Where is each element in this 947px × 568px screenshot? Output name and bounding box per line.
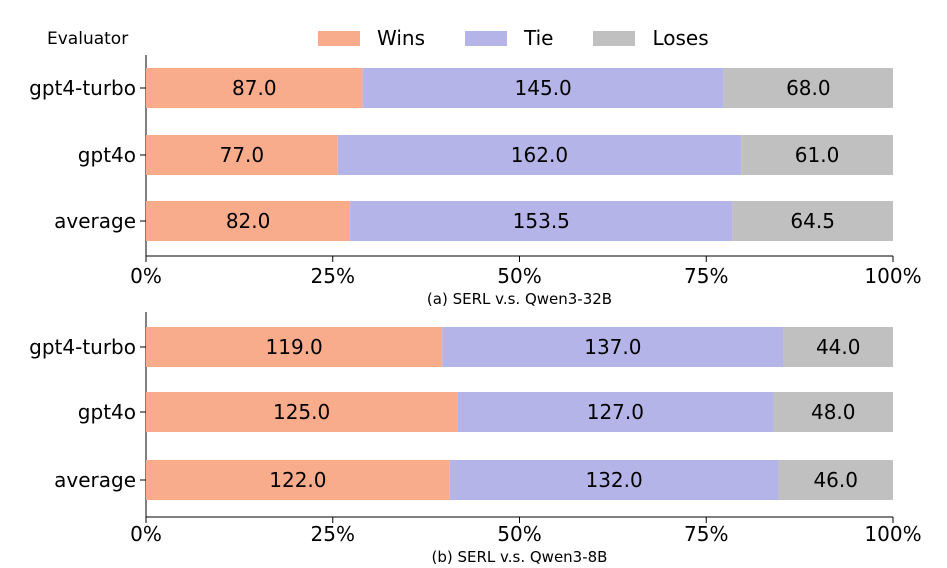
legend-swatch-wins [318,30,360,46]
bar-b-gpt4-turbo-loses [783,327,893,367]
bar-b-gpt4-turbo-tie [442,327,784,367]
bar-label-b-average-wins: 122.0 [269,468,326,492]
legend: Wins Tie Loses [318,26,749,50]
bar-label-b-gpt4-turbo-loses: 44.0 [816,335,861,359]
bar-b-average-loses [778,460,893,500]
bar-b-average-tie [449,460,779,500]
x-tick-label-a-4: 100% [864,264,921,288]
bar-b-average-wins [146,460,450,500]
caption-a: (a) SERL v.s. Qwen3-32B [427,290,612,308]
bar-label-b-gpt4-turbo-wins: 119.0 [266,335,323,359]
bar-label-a-average-tie: 153.5 [513,209,570,233]
bar-a-average-tie [350,201,733,241]
y-tick-label-a-0: gpt4-turbo [29,76,136,100]
legend-label-wins: Wins [377,26,425,50]
bar-label-a-gpt4o-wins: 77.0 [220,143,265,167]
bar-a-gpt4-turbo-wins [146,68,363,108]
bar-a-gpt4o-tie [337,135,742,175]
legend-item-wins: Wins [318,26,425,50]
y-tick-label-b-1: gpt4o [78,400,136,424]
bar-b-gpt4-turbo-wins [146,327,443,367]
bar-label-a-gpt4-turbo-loses: 68.0 [786,76,831,100]
x-tick-label-b-4: 100% [864,522,921,546]
legend-title: Evaluator [47,29,129,49]
x-tick-label-b-0: 0% [130,522,162,546]
x-tick-label-a-0: 0% [130,264,162,288]
bar-label-a-gpt4o-loses: 61.0 [795,143,840,167]
bar-label-a-gpt4o-tie: 162.0 [511,143,568,167]
legend-swatch-loses [593,30,636,46]
bar-label-b-gpt4o-wins: 125.0 [273,400,330,424]
bar-label-b-average-loses: 46.0 [813,468,858,492]
bar-b-gpt4o-wins [146,392,458,432]
y-tick-label-a-2: average [54,209,136,233]
legend-item-tie: Tie [465,26,553,50]
x-tick-label-a-1: 25% [311,264,355,288]
bar-label-a-gpt4-turbo-wins: 87.0 [232,76,277,100]
bar-label-b-gpt4o-tie: 127.0 [587,400,644,424]
bar-a-gpt4o-loses [741,135,893,175]
bar-a-gpt4o-wins [146,135,338,175]
bar-label-a-gpt4-turbo-tie: 145.0 [515,76,572,100]
bar-label-b-average-tie: 132.0 [585,468,642,492]
bar-b-gpt4o-tie [457,392,774,432]
bar-label-a-average-loses: 64.5 [790,209,835,233]
x-tick-label-b-2: 50% [497,522,541,546]
legend-label-loses: Loses [652,26,709,50]
y-tick-label-a-1: gpt4o [78,143,136,167]
bar-a-gpt4-turbo-tie [362,68,724,108]
caption-b: (b) SERL v.s. Qwen3-8B [432,548,608,566]
legend-label-tie: Tie [524,26,554,50]
bar-a-average-loses [732,201,893,241]
bar-a-average-wins [146,201,351,241]
x-tick-label-a-3: 75% [684,264,728,288]
bar-b-gpt4o-loses [773,392,893,432]
legend-swatch-tie [465,30,507,46]
y-tick-label-b-0: gpt4-turbo [29,335,136,359]
bar-a-gpt4-turbo-loses [723,68,893,108]
bar-label-b-gpt4-turbo-tie: 137.0 [584,335,641,359]
legend-item-loses: Loses [593,26,709,50]
bar-label-a-average-wins: 82.0 [226,209,271,233]
y-tick-label-b-2: average [54,468,136,492]
x-tick-label-b-1: 25% [311,522,355,546]
x-tick-label-b-3: 75% [684,522,728,546]
bar-label-b-gpt4o-loses: 48.0 [811,400,856,424]
x-tick-label-a-2: 50% [497,264,541,288]
